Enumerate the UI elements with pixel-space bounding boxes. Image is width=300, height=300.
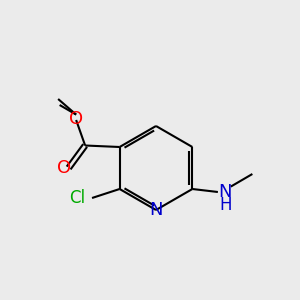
Text: N: N — [219, 183, 232, 201]
Text: N: N — [149, 201, 163, 219]
Text: Cl: Cl — [69, 189, 85, 207]
Text: O: O — [57, 159, 71, 177]
Text: H: H — [219, 196, 232, 214]
Text: O: O — [69, 110, 83, 128]
